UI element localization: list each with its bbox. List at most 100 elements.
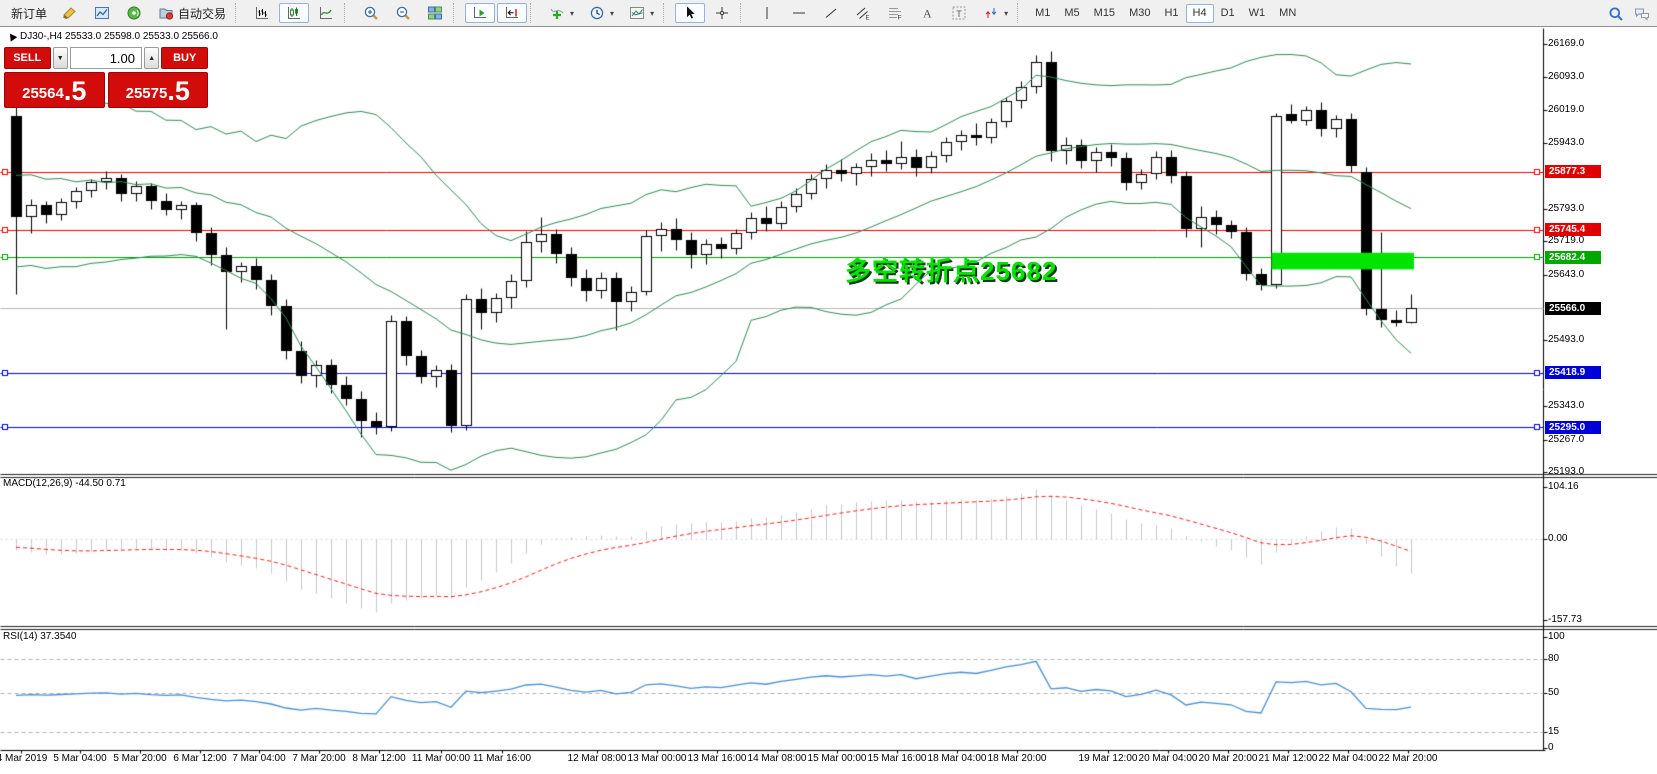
time-axis-label: 18 Mar 20:00 bbox=[987, 753, 1047, 764]
timeframe-h1-button[interactable]: H1 bbox=[1164, 6, 1179, 19]
volume-increase-button[interactable]: ▲ bbox=[144, 47, 160, 69]
timeframe-m15-button[interactable]: M15 bbox=[1093, 6, 1116, 19]
price-tick-label: 25643.0 bbox=[1548, 268, 1585, 280]
chat-icon[interactable] bbox=[1633, 5, 1651, 23]
buy-price-box[interactable]: 25575 .5 bbox=[107, 72, 208, 108]
signals-icon bbox=[125, 4, 143, 22]
autotrade-icon bbox=[157, 4, 175, 22]
buy-price-big: .5 bbox=[167, 76, 190, 106]
time-axis-label: 13 Mar 00:00 bbox=[627, 753, 687, 764]
sell-price-main: 25564 bbox=[22, 85, 64, 102]
bar-chart-button[interactable] bbox=[247, 3, 277, 23]
time-axis-label: 5 Mar 20:00 bbox=[113, 753, 167, 764]
text-label-button[interactable]: T bbox=[944, 3, 974, 23]
volume-decrease-button[interactable]: ▼ bbox=[52, 47, 68, 69]
cursor-button[interactable] bbox=[675, 3, 706, 23]
time-axis-label: 22 Mar 04:00 bbox=[1318, 753, 1378, 764]
price-tick-label: 25267.0 bbox=[1548, 433, 1585, 445]
trendline-icon bbox=[822, 4, 840, 22]
signals-button[interactable] bbox=[119, 3, 149, 23]
volume-input[interactable] bbox=[70, 47, 142, 69]
chart-title: DJ30-,H4 25533.0 25598.0 25533.0 25566.0 bbox=[6, 31, 218, 42]
macd-axis-label: -157.73 bbox=[1548, 614, 1582, 625]
time-axis-label: 7 Mar 20:00 bbox=[292, 753, 346, 764]
price-tick-label: 26169.0 bbox=[1548, 38, 1585, 49]
sell-button[interactable]: SELL bbox=[4, 47, 51, 69]
timeframe-m30-button[interactable]: M30 bbox=[1129, 6, 1151, 19]
arrows-icon bbox=[982, 4, 1000, 22]
periods-button[interactable]: ▾ bbox=[582, 3, 620, 23]
time-axis-label: 7 Mar 04:00 bbox=[232, 753, 286, 764]
indicators-button[interactable]: ▾ bbox=[542, 3, 580, 23]
zoom-in-button[interactable] bbox=[356, 3, 386, 23]
candlestick-button[interactable] bbox=[279, 3, 310, 23]
time-axis-label: 11 Mar 00:00 bbox=[411, 753, 471, 764]
timeframe-m5-button[interactable]: M5 bbox=[1064, 6, 1080, 19]
current-price-tag: 25566.0 bbox=[1545, 301, 1601, 315]
macd-axis-label: 0.00 bbox=[1548, 533, 1568, 544]
dropdown-caret-icon: ▾ bbox=[650, 8, 655, 18]
sell-price-box[interactable]: 25564 .5 bbox=[4, 72, 105, 108]
timeframe-mn-button[interactable]: MN bbox=[1279, 6, 1297, 19]
timeframe-d1-button[interactable]: D1 bbox=[1220, 6, 1235, 19]
periods-icon bbox=[588, 4, 606, 22]
time-axis-label: 14 Mar 08:00 bbox=[747, 753, 807, 764]
macd-label: MACD(12,26,9) -44.50 0.71 bbox=[3, 478, 126, 489]
rsi-axis-label: 100 bbox=[1548, 631, 1565, 642]
svg-text:T: T bbox=[956, 9, 962, 19]
chart-shift-button[interactable] bbox=[497, 3, 528, 23]
buy-button[interactable]: BUY bbox=[161, 47, 208, 69]
time-axis-label: 20 Mar 04:00 bbox=[1138, 753, 1198, 764]
horizontal-line-button[interactable] bbox=[784, 3, 814, 23]
crosshair-button[interactable] bbox=[707, 3, 737, 23]
toolbar-separator bbox=[235, 3, 244, 23]
auto-trading-button[interactable]: 自动交易 bbox=[151, 3, 232, 23]
auto-scroll-button[interactable] bbox=[465, 3, 496, 23]
chart-title-text: DJ30-,H4 25533.0 25598.0 25533.0 25566.0 bbox=[20, 31, 218, 42]
zoom-out-button[interactable] bbox=[388, 3, 418, 23]
templates-icon bbox=[628, 4, 646, 22]
new-order-button[interactable]: 新订单 bbox=[11, 6, 48, 21]
toolbar-separator bbox=[740, 3, 749, 23]
tile-windows-icon bbox=[426, 4, 444, 22]
candlestick-icon bbox=[285, 4, 303, 22]
vertical-line-button[interactable] bbox=[752, 3, 782, 23]
text-label-icon: T bbox=[950, 4, 968, 22]
line-chart-icon bbox=[317, 4, 335, 22]
rsi-axis-label: 80 bbox=[1548, 653, 1560, 665]
auto-trading-label: 自动交易 bbox=[178, 6, 227, 21]
svg-text:F: F bbox=[898, 15, 902, 22]
price-tick-label: 25943.0 bbox=[1548, 137, 1585, 149]
fibonacci-button[interactable]: F bbox=[880, 3, 910, 23]
line-chart-button[interactable] bbox=[311, 3, 341, 23]
macd-axis-label: 104.16 bbox=[1548, 481, 1579, 492]
fibonacci-icon: F bbox=[886, 4, 904, 22]
time-axis-label: 15 Mar 16:00 bbox=[867, 753, 927, 764]
hline-price-tag: 25745.4 bbox=[1545, 223, 1601, 237]
bar-chart-icon bbox=[253, 4, 271, 22]
search-icon[interactable] bbox=[1607, 5, 1625, 23]
templates-button[interactable]: ▾ bbox=[622, 3, 660, 23]
channel-button[interactable]: E bbox=[848, 3, 878, 23]
vertical-line-icon bbox=[758, 4, 776, 22]
toolbar: 新订单 自动交易 ▾ ▾ ▾ E F A T ▾ M1 M5 M15 M30 H1 H4 D1 W1 MN bbox=[0, 0, 1657, 27]
timeframe-m1-button[interactable]: M1 bbox=[1035, 6, 1051, 19]
arrows-button[interactable]: ▾ bbox=[976, 3, 1014, 23]
text-button[interactable]: A bbox=[912, 3, 942, 23]
time-axis-label: 8 Mar 12:00 bbox=[352, 753, 406, 764]
timeframe-w1-button[interactable]: W1 bbox=[1248, 6, 1266, 19]
svg-text:E: E bbox=[866, 16, 870, 22]
trendline-button[interactable] bbox=[816, 3, 846, 23]
tile-windows-button[interactable] bbox=[420, 3, 450, 23]
chart-shift-icon bbox=[503, 4, 521, 22]
charts-window-button[interactable] bbox=[87, 3, 117, 23]
time-axis-label: 19 Mar 12:00 bbox=[1078, 753, 1138, 764]
profiles-button[interactable] bbox=[55, 3, 85, 23]
symbol-marker-icon bbox=[6, 31, 18, 42]
time-axis-label: 4 Mar 2019 bbox=[0, 753, 48, 764]
crosshair-icon bbox=[713, 4, 731, 22]
indicators-icon bbox=[548, 4, 566, 22]
time-axis-label: 5 Mar 04:00 bbox=[53, 753, 107, 764]
timeframe-h4-button[interactable]: H4 bbox=[1185, 3, 1214, 23]
